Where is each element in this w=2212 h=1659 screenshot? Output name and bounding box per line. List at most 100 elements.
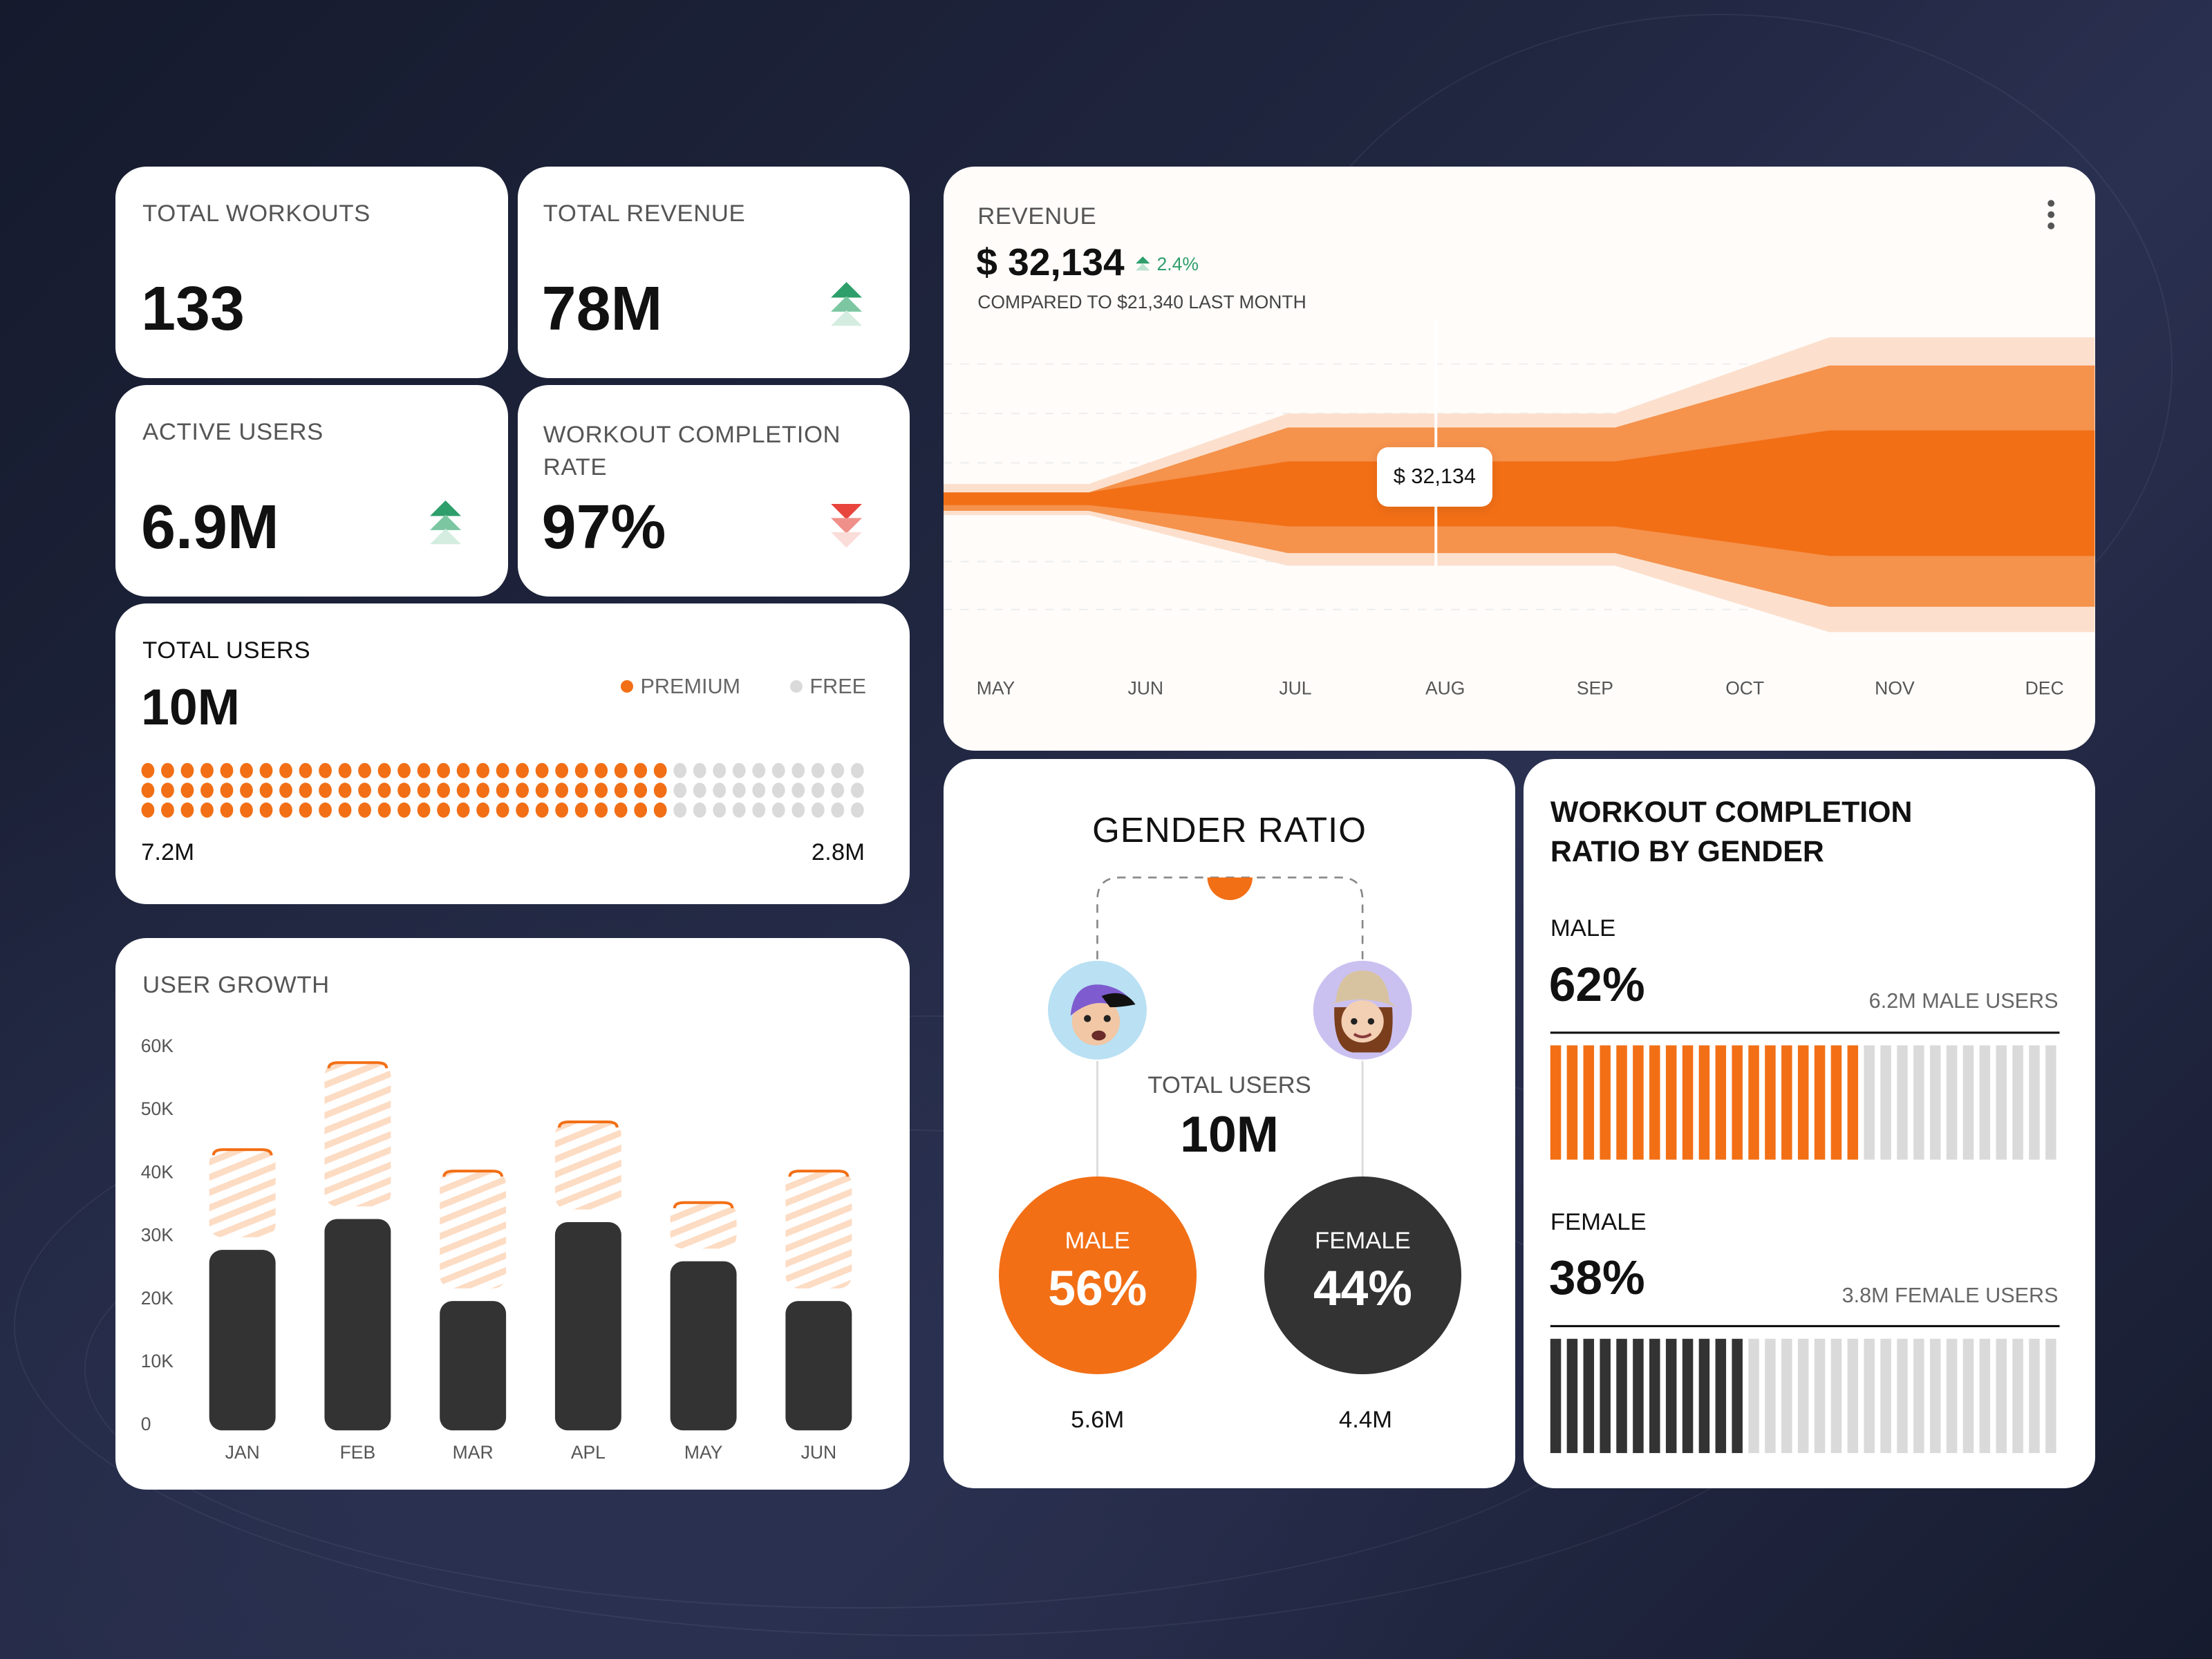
male-percent: 56% <box>1048 1260 1147 1316</box>
arrow-up-icon <box>1135 256 1150 270</box>
premium-count: 7.2M <box>141 839 195 866</box>
premium-dot <box>575 802 588 818</box>
premium-dot <box>319 782 332 798</box>
premium-dot <box>319 802 332 818</box>
legend-label: FREE <box>809 674 867 698</box>
revenue-tooltip: $ 32,134 <box>1376 447 1493 507</box>
premium-dot <box>141 782 155 798</box>
user-growth-bar-chart: 0 10K 20K 30K 40K 50K 60K JAN FEB MAR APL MAY JUN <box>141 1035 852 1463</box>
male-remaining-bar <box>1962 1045 1974 1160</box>
female-remaining-bar <box>2045 1338 2056 1454</box>
y-tick-label: 40K <box>141 1161 174 1182</box>
premium-dot <box>615 782 628 798</box>
male-ratio-circle: MALE 56% <box>998 1177 1197 1374</box>
free-dot <box>851 782 865 798</box>
premium-dot <box>161 762 175 778</box>
female-remaining-bar <box>1913 1338 1924 1454</box>
premium-dot <box>536 802 549 818</box>
premium-dot <box>654 762 667 778</box>
premium-dot <box>200 782 214 798</box>
premium-dot <box>418 782 431 798</box>
premium-dot <box>615 802 628 818</box>
male-completed-bar <box>1748 1045 1759 1160</box>
stat-value: 6.9M <box>141 493 279 563</box>
stat-card-total-revenue[interactable]: TOTAL REVENUE 78M <box>517 166 910 378</box>
male-completed-bar <box>1732 1045 1743 1160</box>
female-remaining-bar <box>1996 1338 2007 1454</box>
stat-card-workout-completion-rate[interactable]: WORKOUT COMPLETION RATE 97% <box>517 385 910 597</box>
stat-label: ACTIVE USERS <box>142 419 324 446</box>
premium-dot <box>615 762 628 778</box>
female-remaining-bar <box>1864 1338 1875 1454</box>
revenue-band-inner <box>944 430 2095 556</box>
premium-dot <box>634 762 648 778</box>
female-completed-bar <box>1566 1338 1578 1454</box>
total-users-label: TOTAL USERS <box>142 637 311 664</box>
premium-free-dot-matrix <box>141 762 865 818</box>
premium-dot <box>161 802 175 818</box>
premium-dot <box>437 782 451 798</box>
total-users-value: 10M <box>141 677 240 735</box>
premium-dot <box>496 762 509 778</box>
premium-dot <box>141 762 155 778</box>
more-vertical-icon[interactable] <box>2044 198 2058 232</box>
y-tick-label: 60K <box>141 1035 174 1056</box>
male-users: 6.2M MALE USERS <box>1868 988 2059 1013</box>
premium-dot <box>161 782 175 798</box>
x-tick-label: SEP <box>1577 677 1613 698</box>
female-remaining-bar <box>1814 1338 1826 1454</box>
revenue-change-value: 2.4% <box>1156 254 1199 275</box>
free-dot <box>851 802 865 818</box>
x-tick-label: DEC <box>2025 677 2064 698</box>
free-dot <box>713 762 727 778</box>
projected-bar <box>440 1171 507 1288</box>
male-completed-bar <box>1550 1045 1562 1160</box>
x-tick-label: AUG <box>1425 677 1465 698</box>
premium-dot <box>338 782 352 798</box>
female-remaining-bar <box>2029 1338 2040 1454</box>
premium-dot <box>594 802 608 818</box>
male-completed-bar <box>1649 1045 1660 1160</box>
premium-dot <box>555 762 569 778</box>
premium-dot <box>378 782 391 798</box>
stat-label: TOTAL REVENUE <box>543 200 746 227</box>
x-tick-label: OCT <box>1725 677 1764 698</box>
completion-by-gender-card: WORKOUT COMPLETION RATIO BY GENDER MALE … <box>1524 758 2095 1489</box>
female-avatar <box>1313 960 1412 1060</box>
female-label: FEMALE <box>1315 1227 1411 1254</box>
female-percent: 44% <box>1313 1260 1412 1316</box>
premium-dot <box>418 762 431 778</box>
premium-dot <box>299 782 312 798</box>
double-arrow-up-icon <box>430 500 462 545</box>
free-dot <box>831 782 845 798</box>
premium-dot <box>594 762 608 778</box>
free-dot <box>713 782 727 798</box>
stat-card-total-workouts[interactable]: TOTAL WORKOUTS 133 <box>115 166 508 378</box>
revenue-change: 2.4% <box>1135 254 1199 275</box>
male-remaining-bar <box>1996 1045 2007 1160</box>
user-growth-card: USER GROWTH 0 10K 20K 30K 40K 50K 60K JAN FEB MAR… <box>115 938 910 1490</box>
male-completed-bar <box>1583 1045 1595 1160</box>
premium-dot <box>575 782 588 798</box>
male-completed-bar <box>1682 1045 1694 1160</box>
actual-bar <box>324 1219 391 1431</box>
free-dot <box>791 762 805 778</box>
free-dot <box>772 802 785 818</box>
free-dot <box>812 782 825 798</box>
premium-dot <box>516 782 529 798</box>
male-completed-bar <box>1765 1045 1776 1160</box>
premium-dot <box>180 802 194 818</box>
female-label: FEMALE <box>1550 1208 1647 1235</box>
male-completed-bar <box>1847 1045 1859 1160</box>
double-arrow-up-icon <box>831 282 862 326</box>
free-dot <box>752 762 766 778</box>
stat-card-active-users[interactable]: ACTIVE USERS 6.9M <box>115 385 508 597</box>
free-dot <box>812 802 825 818</box>
total-users-label: TOTAL USERS <box>1147 1072 1311 1098</box>
premium-dot <box>437 762 451 778</box>
premium-dot <box>279 782 293 798</box>
female-remaining-bar <box>1798 1338 1809 1454</box>
premium-dot <box>457 762 470 778</box>
male-remaining-bar <box>1930 1045 1941 1160</box>
premium-dot <box>496 802 509 818</box>
